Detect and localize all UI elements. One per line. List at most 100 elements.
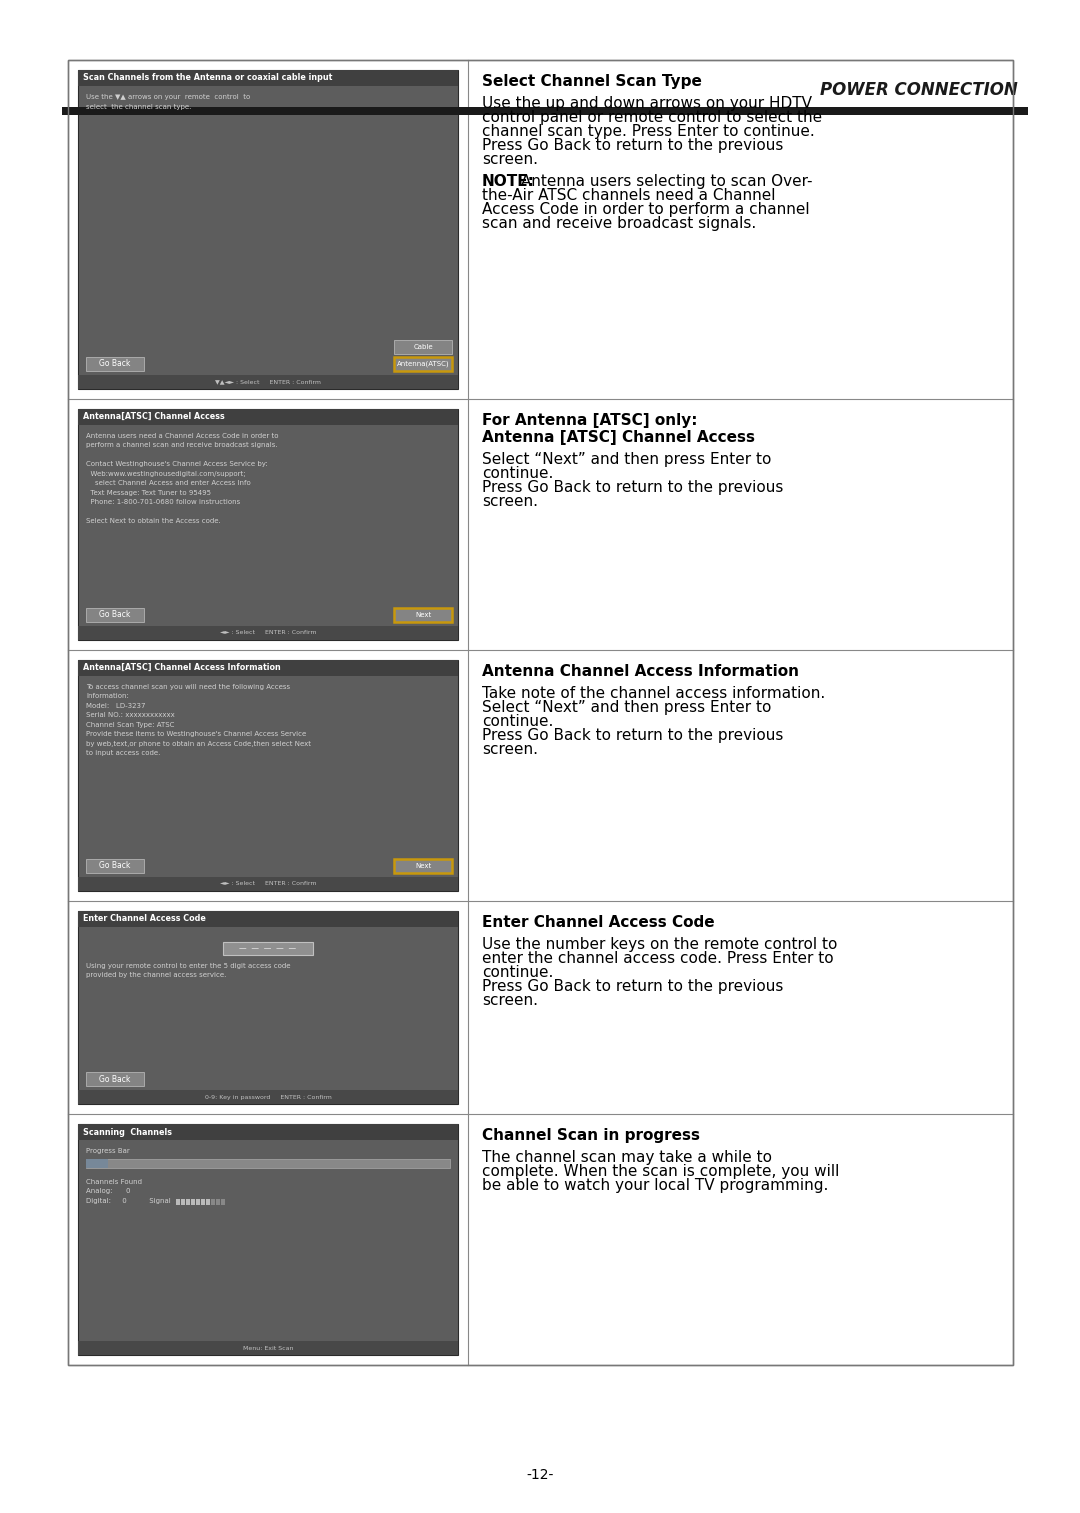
Bar xyxy=(68,61,1013,1365)
Bar xyxy=(186,1198,190,1204)
Text: continue.: continue. xyxy=(482,466,553,481)
Bar xyxy=(394,357,453,371)
Text: by web,text,or phone to obtain an Access Code,then select Next: by web,text,or phone to obtain an Access… xyxy=(86,741,311,747)
Text: perform a channel scan and receive broadcast signals.: perform a channel scan and receive broad… xyxy=(86,442,278,448)
Bar xyxy=(78,70,458,389)
Text: Antenna(ATSC): Antenna(ATSC) xyxy=(396,360,449,368)
Text: Web:www.westinghousedigital.com/support;: Web:www.westinghousedigital.com/support; xyxy=(86,471,245,477)
Bar xyxy=(206,1198,210,1204)
Bar xyxy=(181,1198,185,1204)
Text: Press Go Back to return to the previous: Press Go Back to return to the previous xyxy=(482,138,783,153)
Text: Model:   LD-3237: Model: LD-3237 xyxy=(86,702,146,708)
Text: Antenna[ATSC] Channel Access: Antenna[ATSC] Channel Access xyxy=(83,413,225,421)
Text: continue.: continue. xyxy=(482,965,553,980)
Text: Channel Scan Type: ATSC: Channel Scan Type: ATSC xyxy=(86,722,174,728)
Text: ◄► : Select     ENTER : Confirm: ◄► : Select ENTER : Confirm xyxy=(219,881,316,887)
Bar xyxy=(191,1198,195,1204)
Text: select  the channel scan type.: select the channel scan type. xyxy=(86,103,191,109)
Text: Access Code in order to perform a channel: Access Code in order to perform a channe… xyxy=(482,203,810,216)
Text: Use the number keys on the remote control to: Use the number keys on the remote contro… xyxy=(482,937,837,952)
Bar xyxy=(78,70,458,86)
Text: ▼▲◄► : Select     ENTER : Confirm: ▼▲◄► : Select ENTER : Confirm xyxy=(215,380,321,384)
Bar xyxy=(216,1198,220,1204)
Bar xyxy=(394,340,453,354)
Text: Scan Channels from the Antenna or coaxial cable input: Scan Channels from the Antenna or coaxia… xyxy=(83,74,333,83)
Text: Antenna users selecting to scan Over-: Antenna users selecting to scan Over- xyxy=(516,174,812,189)
Bar xyxy=(78,375,458,389)
Bar xyxy=(78,876,458,891)
Text: POWER CONNECTION: POWER CONNECTION xyxy=(820,82,1018,98)
Text: scan and receive broadcast signals.: scan and receive broadcast signals. xyxy=(482,216,756,231)
Text: Take note of the channel access information.: Take note of the channel access informat… xyxy=(482,685,825,701)
Text: ◄► : Select     ENTER : Confirm: ◄► : Select ENTER : Confirm xyxy=(219,631,316,635)
Text: to input access code.: to input access code. xyxy=(86,750,160,756)
Text: Go Back: Go Back xyxy=(99,861,131,870)
Text: Next: Next xyxy=(415,862,431,868)
Text: —  —  —  —  —: — — — — — xyxy=(240,944,297,953)
Text: Text Message: Text Tuner to 95495: Text Message: Text Tuner to 95495 xyxy=(86,490,211,496)
Text: Digital:     0          Signal: Digital: 0 Signal xyxy=(86,1197,173,1203)
Text: Phone: 1-800-701-0680 follow instructions: Phone: 1-800-701-0680 follow instruction… xyxy=(86,499,240,505)
Text: For Antenna [ATSC] only:: For Antenna [ATSC] only: xyxy=(482,413,698,428)
Text: Contact Westinghouse's Channel Access Service by:: Contact Westinghouse's Channel Access Se… xyxy=(86,461,268,468)
Text: Press Go Back to return to the previous: Press Go Back to return to the previous xyxy=(482,728,783,743)
Bar xyxy=(86,859,144,873)
Bar xyxy=(201,1198,205,1204)
Text: complete. When the scan is complete, you will: complete. When the scan is complete, you… xyxy=(482,1163,839,1179)
Bar xyxy=(78,911,458,927)
Text: Go Back: Go Back xyxy=(99,610,131,619)
Text: control panel or remote control to select the: control panel or remote control to selec… xyxy=(482,110,822,126)
Text: be able to watch your local TV programming.: be able to watch your local TV programmi… xyxy=(482,1179,828,1194)
Bar xyxy=(78,1124,458,1356)
Text: screen.: screen. xyxy=(482,993,538,1008)
Text: screen.: screen. xyxy=(482,741,538,756)
Text: enter the channel access code. Press Enter to: enter the channel access code. Press Ent… xyxy=(482,950,834,965)
Bar xyxy=(78,660,458,891)
Bar xyxy=(221,1198,225,1204)
Text: Provide these items to Westinghouse's Channel Access Service: Provide these items to Westinghouse's Ch… xyxy=(86,731,307,737)
Text: Cable: Cable xyxy=(414,343,433,350)
Bar xyxy=(78,409,458,640)
Bar xyxy=(195,1198,200,1204)
Text: Information:: Information: xyxy=(86,693,129,699)
Text: Menu: Exit Scan: Menu: Exit Scan xyxy=(243,1345,294,1351)
Text: Use the ▼▲ arrows on your  remote  control  to: Use the ▼▲ arrows on your remote control… xyxy=(86,94,251,100)
Bar xyxy=(86,1159,450,1168)
Bar xyxy=(222,941,313,955)
Text: Enter Channel Access Code: Enter Channel Access Code xyxy=(83,914,206,923)
Text: screen.: screen. xyxy=(482,151,538,166)
Bar xyxy=(78,911,458,1104)
Text: Antenna users need a Channel Access Code in order to: Antenna users need a Channel Access Code… xyxy=(86,433,279,439)
Bar xyxy=(62,107,1028,115)
Text: channel scan type. Press Enter to continue.: channel scan type. Press Enter to contin… xyxy=(482,124,814,139)
Text: Enter Channel Access Code: Enter Channel Access Code xyxy=(482,915,715,929)
Text: Channels Found: Channels Found xyxy=(86,1179,141,1185)
Text: Serial NO.: xxxxxxxxxxxx: Serial NO.: xxxxxxxxxxxx xyxy=(86,713,175,719)
Text: the-Air ATSC channels need a Channel: the-Air ATSC channels need a Channel xyxy=(482,188,775,203)
Bar xyxy=(86,1159,108,1168)
Text: Select “Next” and then press Enter to: Select “Next” and then press Enter to xyxy=(482,452,771,468)
Text: Scanning  Channels: Scanning Channels xyxy=(83,1127,172,1136)
Bar xyxy=(86,357,144,371)
Bar xyxy=(78,1341,458,1356)
Text: NOTE:: NOTE: xyxy=(482,174,535,189)
Bar xyxy=(176,1198,180,1204)
Bar xyxy=(78,626,458,640)
Bar xyxy=(86,1073,144,1086)
Text: Press Go Back to return to the previous: Press Go Back to return to the previous xyxy=(482,979,783,994)
Bar xyxy=(68,61,1013,1365)
Bar xyxy=(78,409,458,425)
Text: Press Go Back to return to the previous: Press Go Back to return to the previous xyxy=(482,480,783,495)
Text: Analog:      0: Analog: 0 xyxy=(86,1188,131,1194)
Text: The channel scan may take a while to: The channel scan may take a while to xyxy=(482,1150,772,1165)
Text: Antenna Channel Access Information: Antenna Channel Access Information xyxy=(482,664,799,679)
Text: 0-9: Key in password     ENTER : Confirm: 0-9: Key in password ENTER : Confirm xyxy=(204,1094,332,1100)
Bar xyxy=(78,1124,458,1139)
Text: Go Back: Go Back xyxy=(99,1074,131,1083)
Text: Select Next to obtain the Access code.: Select Next to obtain the Access code. xyxy=(86,519,220,525)
Bar xyxy=(86,608,144,622)
Bar xyxy=(394,859,453,873)
Text: Next: Next xyxy=(415,611,431,617)
Text: Progress Bar: Progress Bar xyxy=(86,1148,130,1154)
Bar xyxy=(78,1089,458,1104)
